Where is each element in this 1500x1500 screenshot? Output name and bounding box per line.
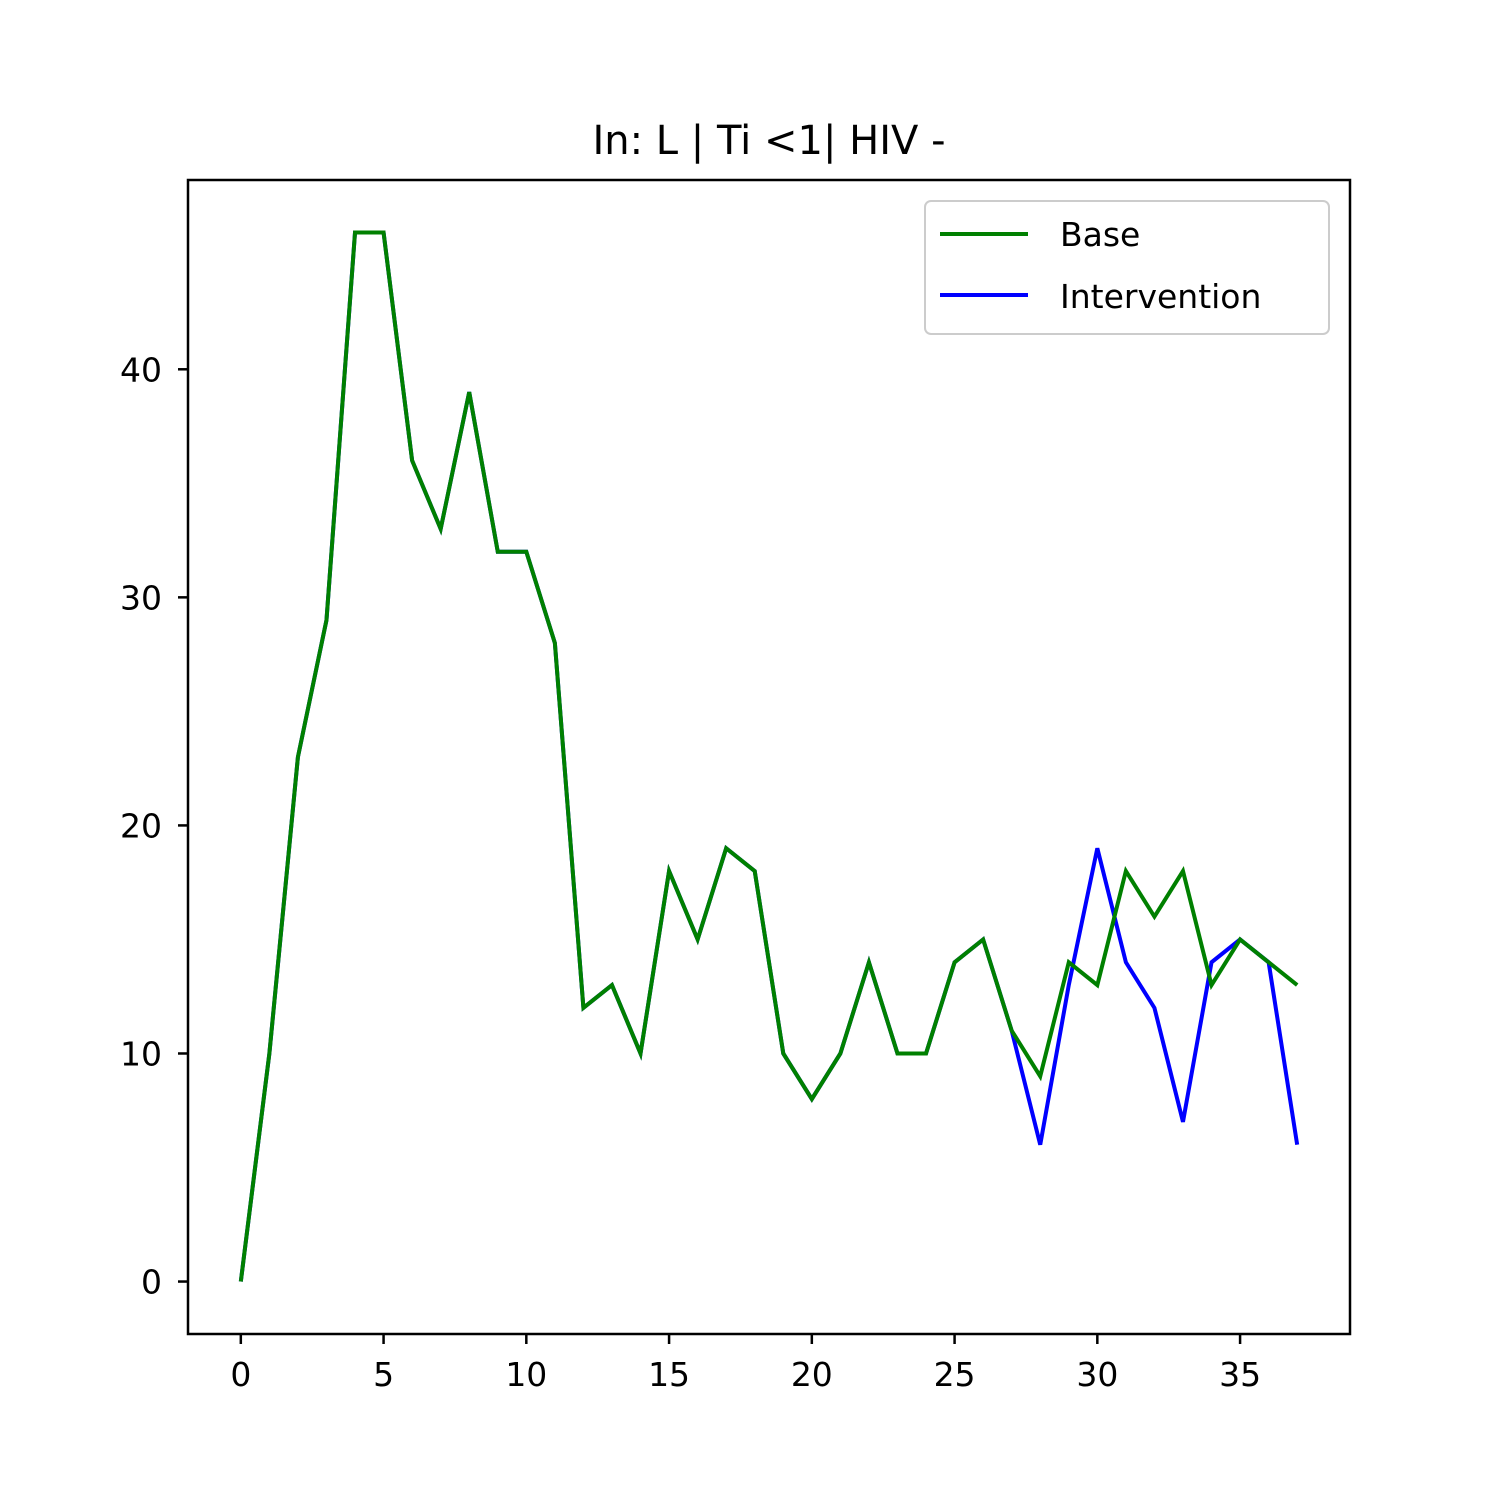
x-tick-label: 10 bbox=[505, 1355, 547, 1394]
x-tick-label: 30 bbox=[1076, 1355, 1118, 1394]
legend-label-base: Base bbox=[1060, 215, 1140, 254]
y-tick-label: 20 bbox=[120, 806, 162, 845]
legend: Base Intervention bbox=[924, 200, 1330, 335]
series-layer bbox=[238, 230, 1300, 1282]
y-tick-label: 10 bbox=[120, 1034, 162, 1073]
series-line-base bbox=[238, 230, 1299, 1282]
y-tick-label: 30 bbox=[120, 578, 162, 617]
x-tick-label: 35 bbox=[1219, 1355, 1261, 1394]
y-tick-label: 40 bbox=[120, 350, 162, 389]
x-tick-label: 25 bbox=[934, 1355, 976, 1394]
x-axis: 0 5 10 15 20 25 30 35 bbox=[230, 1334, 1261, 1394]
x-tick-label: 20 bbox=[791, 1355, 833, 1394]
y-tick-label: 0 bbox=[141, 1263, 162, 1302]
plot-frame bbox=[186, 178, 1352, 1336]
x-tick-label: 0 bbox=[230, 1355, 251, 1394]
legend-label-intervention: Intervention bbox=[1060, 277, 1261, 316]
x-tick-label: 5 bbox=[373, 1355, 394, 1394]
x-tick-label: 15 bbox=[648, 1355, 690, 1394]
chart-title: In: L | Ti <1| HIV - bbox=[592, 118, 945, 164]
y-axis: 0 10 20 30 40 bbox=[120, 350, 188, 1302]
